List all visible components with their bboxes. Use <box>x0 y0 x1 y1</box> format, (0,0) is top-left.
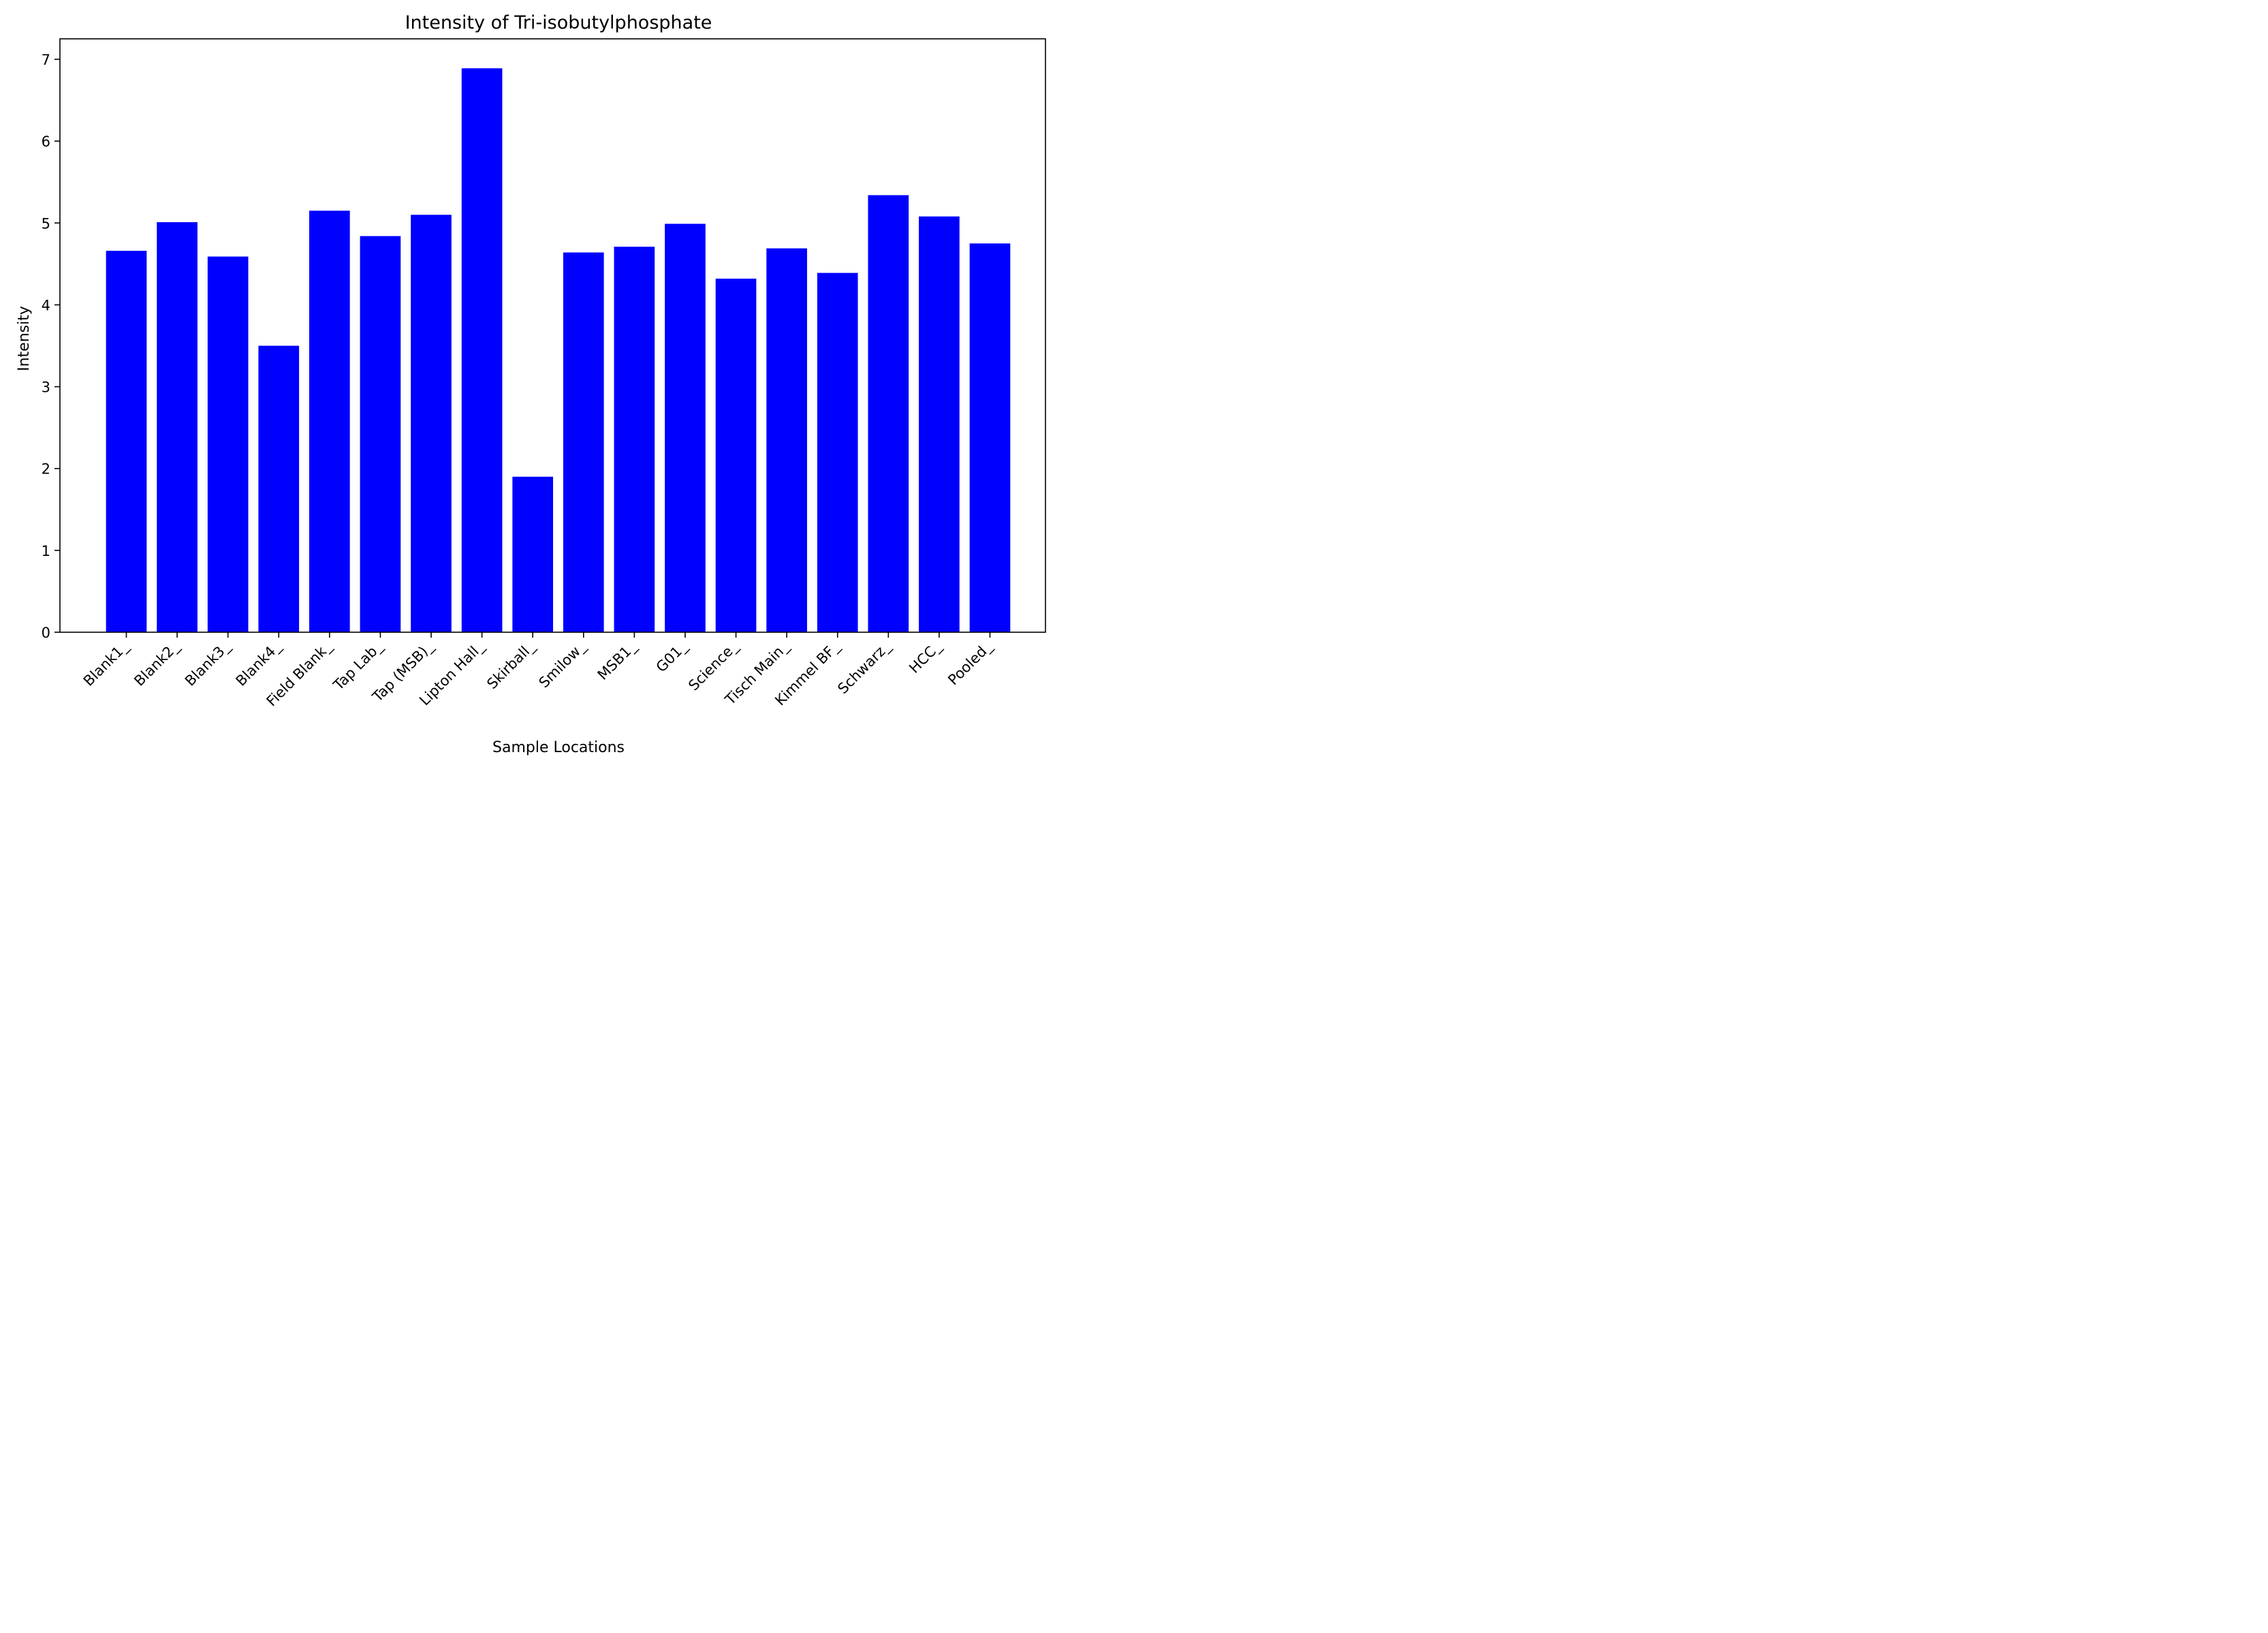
y-tick-label-3: 3 <box>42 379 50 396</box>
bar-7 <box>461 68 503 633</box>
bar-6 <box>411 215 452 633</box>
y-tick-label-2: 2 <box>42 461 50 478</box>
chart-title: Intensity of Tri-isobutylphosphate <box>405 12 712 33</box>
bar-15 <box>868 195 909 632</box>
bar-4 <box>309 211 350 632</box>
bar-16 <box>919 216 960 632</box>
y-tick-label-4: 4 <box>42 297 50 313</box>
y-tick-label-1: 1 <box>42 543 50 559</box>
y-tick-label-6: 6 <box>42 134 50 150</box>
bar-0 <box>106 251 147 632</box>
bar-11 <box>665 223 706 632</box>
x-axis-label: Sample Locations <box>492 739 625 756</box>
bar-8 <box>512 476 554 632</box>
y-tick-label-7: 7 <box>42 52 50 68</box>
bars-group <box>106 68 1011 633</box>
bar-14 <box>817 273 858 632</box>
y-tick-label-0: 0 <box>42 625 50 641</box>
bar-2 <box>207 256 249 632</box>
y-axis: 0 1 2 3 4 5 6 7 <box>42 52 60 641</box>
bar-1 <box>157 222 198 632</box>
y-axis-label: Intensity <box>16 306 33 371</box>
bar-12 <box>715 279 757 632</box>
bar-13 <box>766 248 807 632</box>
bar-9 <box>563 252 604 632</box>
plot-frame <box>59 38 1046 633</box>
bar-3 <box>258 345 300 632</box>
y-tick-label-5: 5 <box>42 215 50 232</box>
bar-17 <box>969 243 1011 632</box>
bar-5 <box>360 236 401 632</box>
bar-10 <box>614 247 655 632</box>
bar-chart: Intensity of Tri-isobutylphosphate 0 1 2 3 4… <box>0 0 1065 766</box>
